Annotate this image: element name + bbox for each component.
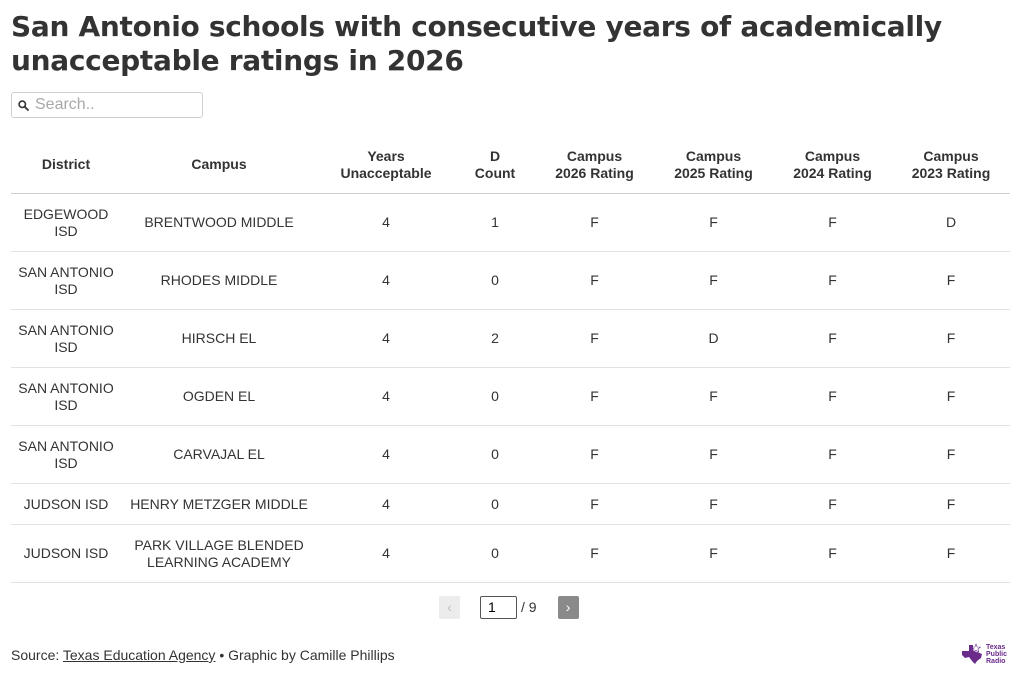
- rating-2025-cell: D: [654, 309, 773, 368]
- d-count-cell: 0: [455, 251, 535, 310]
- district-cell: SAN ANTONIO ISD: [11, 251, 121, 310]
- next-page-button[interactable]: ›: [557, 595, 579, 619]
- rating-2024-cell: F: [773, 251, 892, 310]
- rating-2024-cell: F: [773, 367, 892, 426]
- district-cell: JUDSON ISD: [11, 483, 121, 525]
- rating-2023-cell: F: [892, 425, 1010, 484]
- table-row: SAN ANTONIO ISD RHODES MIDDLE 4 0 F F F …: [11, 251, 1010, 310]
- logo-line-texas: Texas: [986, 643, 1006, 651]
- d-count-cell: 0: [455, 524, 535, 583]
- rating-2025-cell: F: [654, 193, 773, 252]
- district-cell: SAN ANTONIO ISD: [11, 367, 121, 426]
- district-cell: SAN ANTONIO ISD: [11, 309, 121, 368]
- rating-2024-cell: F: [773, 524, 892, 583]
- table-row: SAN ANTONIO ISD HIRSCH EL 4 2 F D F F: [11, 309, 1010, 368]
- pagination: ‹ / 9 ›: [439, 595, 579, 619]
- years-unacceptable-cell: 4: [317, 483, 455, 525]
- district-cell: SAN ANTONIO ISD: [11, 425, 121, 484]
- rating-2024-cell: F: [773, 483, 892, 525]
- rating-2024-cell: F: [773, 425, 892, 484]
- rating-2026-cell: F: [535, 251, 654, 310]
- rating-2025-cell: F: [654, 251, 773, 310]
- years-unacceptable-cell: 4: [317, 367, 455, 426]
- column-header-2023-rating[interactable]: Campus 2023 Rating: [892, 136, 1010, 194]
- rating-2025-cell: F: [654, 425, 773, 484]
- logo-line-public: Public: [986, 650, 1008, 658]
- campus-cell: BRENTWOOD MIDDLE: [121, 193, 317, 252]
- schools-table: District Campus Years Unacceptable D Cou…: [11, 136, 1010, 583]
- years-unacceptable-cell: 4: [317, 193, 455, 252]
- d-count-cell: 1: [455, 193, 535, 252]
- search-icon: [18, 99, 29, 111]
- rating-2025-cell: F: [654, 367, 773, 426]
- column-header-d-count[interactable]: D Count: [455, 136, 535, 194]
- column-header-campus[interactable]: Campus: [121, 136, 317, 194]
- table-row: SAN ANTONIO ISD CARVAJAL EL 4 0 F F F F: [11, 425, 1010, 484]
- campus-cell: RHODES MIDDLE: [121, 251, 317, 310]
- rating-2024-cell: F: [773, 193, 892, 252]
- source-prefix: Source:: [11, 647, 63, 663]
- campus-cell: PARK VILLAGE BLENDED LEARNING ACADEMY: [121, 524, 317, 583]
- years-unacceptable-cell: 4: [317, 309, 455, 368]
- d-count-cell: 0: [455, 425, 535, 484]
- column-header-2024-rating[interactable]: Campus 2024 Rating: [773, 136, 892, 194]
- rating-2023-cell: F: [892, 309, 1010, 368]
- rating-2026-cell: F: [535, 524, 654, 583]
- rating-2026-cell: F: [535, 367, 654, 426]
- table-row: EDGEWOOD ISD BRENTWOOD MIDDLE 4 1 F F F …: [11, 193, 1010, 252]
- rating-2026-cell: F: [535, 425, 654, 484]
- texas-public-radio-logo[interactable]: Texas Public Radio: [960, 642, 1012, 666]
- rating-2026-cell: F: [535, 193, 654, 252]
- rating-2024-cell: F: [773, 309, 892, 368]
- campus-cell: HENRY METZGER MIDDLE: [121, 483, 317, 525]
- column-header-years-unacceptable[interactable]: Years Unacceptable: [317, 136, 455, 194]
- rating-2025-cell: F: [654, 524, 773, 583]
- column-header-2025-rating[interactable]: Campus 2025 Rating: [654, 136, 773, 194]
- rating-2026-cell: F: [535, 483, 654, 525]
- d-count-cell: 0: [455, 367, 535, 426]
- years-unacceptable-cell: 4: [317, 425, 455, 484]
- rating-2023-cell: F: [892, 483, 1010, 525]
- years-unacceptable-cell: 4: [317, 524, 455, 583]
- column-header-2026-rating[interactable]: Campus 2026 Rating: [535, 136, 654, 194]
- d-count-cell: 2: [455, 309, 535, 368]
- campus-cell: CARVAJAL EL: [121, 425, 317, 484]
- rating-2023-cell: F: [892, 251, 1010, 310]
- previous-page-button[interactable]: ‹: [439, 595, 460, 619]
- logo-line-radio: Radio: [986, 657, 1006, 665]
- footer-source: Source: Texas Education Agency • Graphic…: [11, 647, 395, 663]
- campus-cell: HIRSCH EL: [121, 309, 317, 368]
- search-input[interactable]: [35, 96, 195, 114]
- years-unacceptable-cell: 4: [317, 251, 455, 310]
- page-total: / 9: [521, 599, 537, 615]
- rating-2023-cell: F: [892, 524, 1010, 583]
- search-box[interactable]: [11, 92, 203, 118]
- campus-cell: OGDEN EL: [121, 367, 317, 426]
- table-row: JUDSON ISD HENRY METZGER MIDDLE 4 0 F F …: [11, 483, 1010, 525]
- logo-wordmark: Texas Public Radio: [986, 644, 1007, 665]
- page-number-input[interactable]: [480, 595, 517, 619]
- texas-star-logo-icon: [962, 643, 982, 664]
- table-header-row: District Campus Years Unacceptable D Cou…: [11, 136, 1010, 194]
- source-link[interactable]: Texas Education Agency: [62, 647, 216, 663]
- table-row: JUDSON ISD PARK VILLAGE BLENDED LEARNING…: [11, 524, 1010, 583]
- page-title: San Antonio schools with consecutive yea…: [11, 10, 942, 77]
- rating-2025-cell: F: [654, 483, 773, 525]
- district-cell: JUDSON ISD: [11, 524, 121, 583]
- table-row: SAN ANTONIO ISD OGDEN EL 4 0 F F F F: [11, 367, 1010, 426]
- rating-2026-cell: F: [535, 309, 654, 368]
- d-count-cell: 0: [455, 483, 535, 525]
- district-cell: EDGEWOOD ISD: [11, 193, 121, 252]
- rating-2023-cell: F: [892, 367, 1010, 426]
- graphic-credit: • Graphic by Camille Phillips: [215, 647, 395, 663]
- column-header-district[interactable]: District: [11, 136, 121, 194]
- rating-2023-cell: D: [892, 193, 1010, 252]
